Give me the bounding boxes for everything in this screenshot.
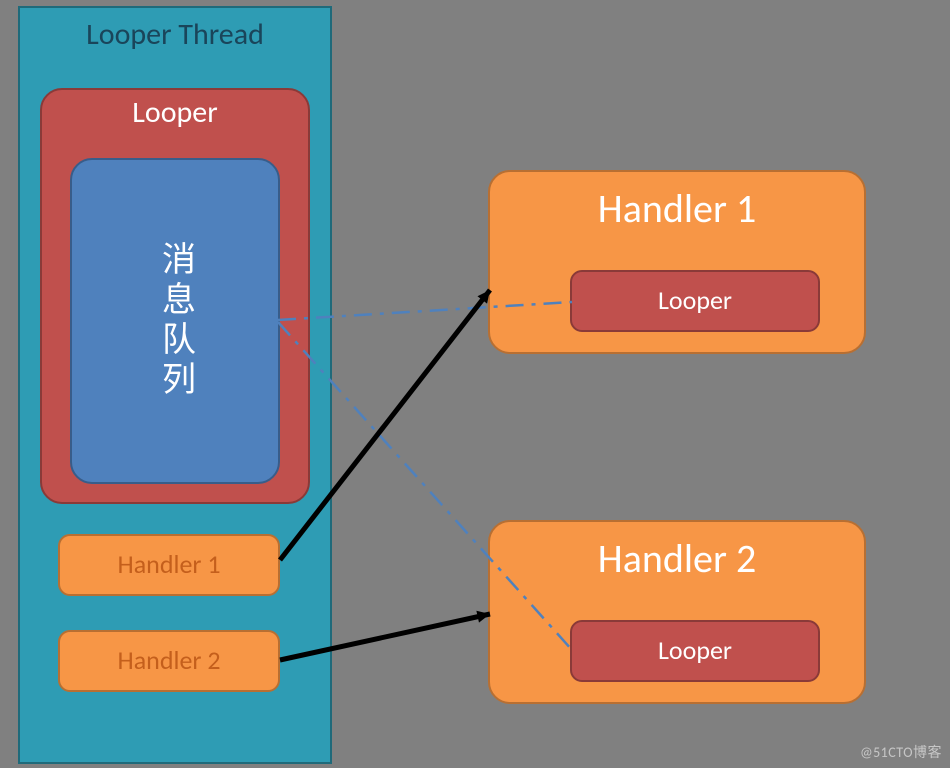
outer-handler-1-label: Handler 1: [490, 186, 864, 232]
outer-handler-1-looper: Looper: [570, 270, 820, 332]
inner-handler-1-label: Handler 1: [118, 550, 221, 580]
inner-handler-2: Handler 2: [58, 630, 280, 692]
message-queue-label: 消息队列: [155, 241, 194, 401]
outer-handler-1-looper-label: Looper: [658, 286, 732, 316]
inner-handler-2-label: Handler 2: [118, 646, 221, 676]
outer-handler-2-looper: Looper: [570, 620, 820, 682]
outer-handler-2-label: Handler 2: [490, 536, 864, 582]
looper-box-label: Looper: [42, 96, 308, 131]
message-queue: 消息队列: [70, 158, 280, 484]
looper-thread-label: Looper Thread: [20, 18, 330, 53]
watermark: @51CTO博客: [860, 742, 942, 762]
inner-handler-1: Handler 1: [58, 534, 280, 596]
outer-handler-2-looper-label: Looper: [658, 636, 732, 666]
